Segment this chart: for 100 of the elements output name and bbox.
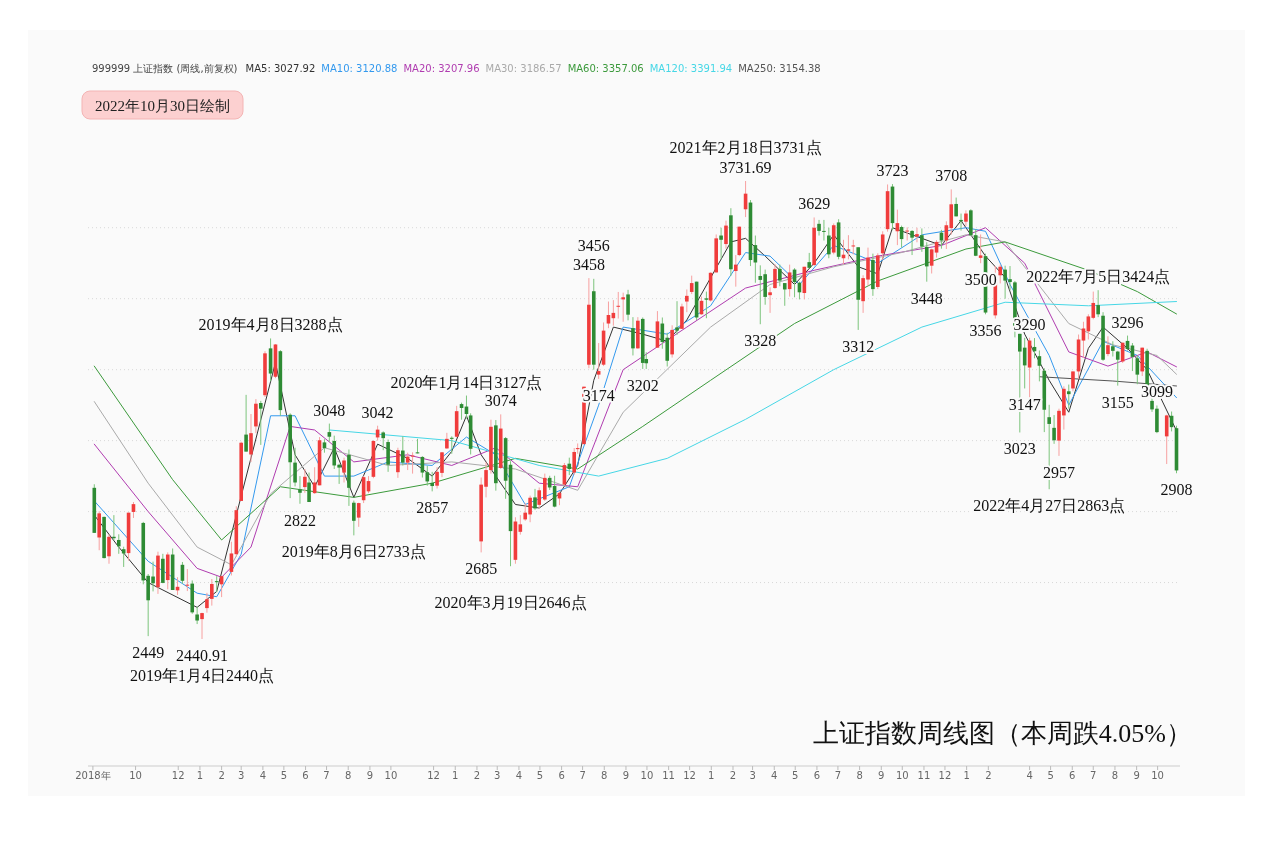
candlestick xyxy=(998,264,1003,284)
x-tick-label: 9 xyxy=(366,770,374,781)
annotation: 2022年7月5日3424点 xyxy=(1026,268,1171,286)
annotation: 3042 xyxy=(361,403,394,421)
candlestick xyxy=(1140,347,1145,377)
x-tick-label: 1 xyxy=(708,770,715,781)
candlestick xyxy=(533,488,537,511)
annotation: 2857 xyxy=(416,499,449,517)
candlestick xyxy=(782,282,787,307)
candlestick xyxy=(1081,321,1086,359)
annotation: 3048 xyxy=(313,401,346,419)
candlestick xyxy=(733,254,738,288)
x-tick-label: 1 xyxy=(452,770,459,781)
x-tick-label: 12 xyxy=(683,770,696,781)
x-tick-label: 6 xyxy=(558,770,565,781)
candlestick xyxy=(543,473,547,502)
annotation: 2019年4月8日3288点 xyxy=(198,316,343,334)
x-tick-label: 1 xyxy=(963,770,970,781)
candlestick xyxy=(724,220,728,250)
chart-subtitle: 999999 上证指数 (周线,前复权) xyxy=(92,63,238,74)
annotation: 3708 xyxy=(935,167,968,185)
text: MA5: 3027.92 xyxy=(245,63,316,74)
annotation: 2020年1月14日3127点 xyxy=(390,373,543,391)
x-tick-label: 10 xyxy=(640,770,654,781)
x-tick-label: 12 xyxy=(938,770,952,781)
annotation: 2022年4月27日2863点 xyxy=(973,497,1126,515)
annotation: 2822 xyxy=(283,511,316,529)
text: MA120: 3391.94 xyxy=(649,63,733,74)
x-tick-label: 2 xyxy=(985,770,992,781)
candlestick xyxy=(205,592,209,614)
annotation: 3202 xyxy=(626,376,659,394)
candlestick xyxy=(773,263,777,290)
x-tick-label: 8 xyxy=(345,770,352,781)
candlestick xyxy=(846,234,851,260)
x-tick-label: 7 xyxy=(579,770,586,781)
x-tick-label: 3 xyxy=(238,770,245,781)
candlestick xyxy=(342,457,346,483)
candlestick xyxy=(337,463,341,485)
x-tick-label: 1 xyxy=(196,770,204,781)
candlestick xyxy=(596,342,601,380)
x-tick-label: 12 xyxy=(427,770,440,781)
x-tick-label: 2018年 xyxy=(75,770,111,781)
candlestick xyxy=(768,286,772,314)
candlestick xyxy=(905,226,909,241)
candlestick xyxy=(924,241,929,283)
candlestick xyxy=(631,316,635,356)
candlestick xyxy=(1066,384,1071,410)
candlestick xyxy=(621,292,625,323)
annotation: 2021年2月18日3731点 xyxy=(669,139,822,157)
x-tick-label: 9 xyxy=(622,770,630,781)
candlestick xyxy=(719,227,723,260)
candlestick xyxy=(827,227,831,259)
annotation: 2908 xyxy=(1160,481,1193,499)
annotation: 3296 xyxy=(1111,313,1144,331)
x-tick-label: 3 xyxy=(494,770,501,781)
candlestick xyxy=(352,500,356,536)
candlestick xyxy=(1096,289,1100,318)
x-tick-label: 4 xyxy=(771,770,778,781)
candlestick xyxy=(356,502,361,528)
annotation: 2020年3月19日2646点 xyxy=(434,594,587,612)
x-tick-label: 6 xyxy=(813,770,821,781)
x-tick-label: 11 xyxy=(917,770,931,781)
candlestick xyxy=(386,439,390,473)
candlestick xyxy=(381,430,386,451)
candlestick xyxy=(244,394,248,453)
x-tick-label: 10 xyxy=(1151,770,1164,781)
x-tick-label: 7 xyxy=(323,770,330,781)
candlestick xyxy=(778,264,782,287)
candlestick xyxy=(298,475,302,505)
annotation: 3312 xyxy=(842,337,875,355)
x-tick-label: 5 xyxy=(280,770,288,781)
annotation: 3456 xyxy=(577,236,610,254)
annotation: 2685 xyxy=(465,560,498,578)
candlestick xyxy=(978,233,983,264)
x-tick-label: 7 xyxy=(834,770,842,781)
annotation: 3147 xyxy=(1008,396,1041,414)
x-tick-label: 2 xyxy=(473,770,481,781)
x-tick-label: 6 xyxy=(1069,770,1076,781)
candlestick xyxy=(964,209,968,227)
annotation: 3074 xyxy=(484,392,517,410)
candlestick xyxy=(293,447,297,487)
annotation: 3458 xyxy=(572,256,605,274)
candlestick xyxy=(680,303,684,330)
candlestick xyxy=(396,447,400,479)
annotation: 3328 xyxy=(744,332,777,350)
annotation: 3356 xyxy=(969,322,1002,340)
candlestick xyxy=(1106,335,1110,357)
x-tick-label: 9 xyxy=(1133,770,1140,781)
candlestick xyxy=(401,435,405,466)
x-tick-label: 11 xyxy=(662,770,675,781)
candlestick xyxy=(822,219,826,241)
candlestick xyxy=(1115,350,1120,387)
x-tick-label: 6 xyxy=(302,770,309,781)
candlestick xyxy=(1164,414,1169,465)
candlestick xyxy=(817,219,821,237)
text: 上证指数周线图（本周跌4.05%） xyxy=(812,719,1192,748)
x-tick-label: 10 xyxy=(129,770,142,781)
candlestick xyxy=(258,400,263,446)
candlestick xyxy=(685,288,689,313)
annotation: 2440.91 xyxy=(176,647,229,664)
